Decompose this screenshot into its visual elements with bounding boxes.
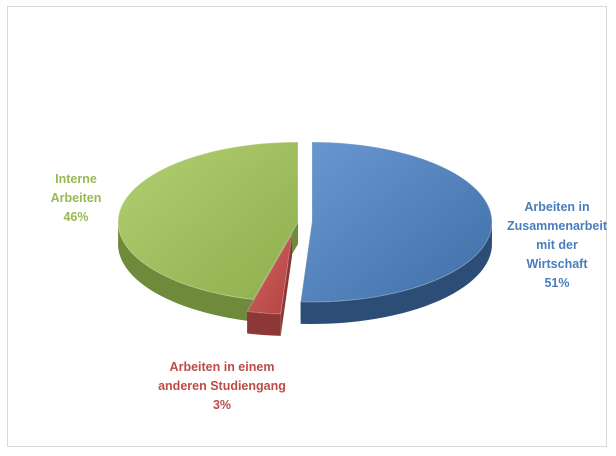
slice-label-wirtschaft: Arbeiten in Zusammenarbeit mit der Wirts… bbox=[498, 198, 616, 293]
label-line: Arbeiten in bbox=[524, 200, 590, 214]
label-percent: 46% bbox=[63, 210, 89, 224]
label-line: Arbeiten bbox=[50, 191, 102, 205]
label-line: Interne bbox=[55, 172, 97, 186]
slice-side-2 bbox=[118, 219, 254, 322]
label-line: Zusammenarbeit bbox=[506, 219, 608, 233]
slice-top-2 bbox=[117, 141, 299, 301]
pie-slice-0 bbox=[300, 141, 493, 324]
label-line: anderen Studiengang bbox=[158, 379, 286, 393]
slice-top-0 bbox=[300, 141, 493, 303]
slice-side-0 bbox=[300, 220, 492, 324]
label-line: Arbeiten in einem bbox=[169, 360, 275, 374]
slice-label-studiengang: Arbeiten in einem anderen Studiengang 3% bbox=[142, 358, 302, 415]
pie-slice-1 bbox=[246, 233, 293, 336]
label-percent: 51% bbox=[544, 276, 570, 290]
slice-top-1 bbox=[246, 233, 293, 315]
slice-label-intern: Interne Arbeiten 46% bbox=[36, 170, 116, 227]
label-percent: 3% bbox=[212, 398, 232, 412]
label-line: Wirtschaft bbox=[526, 257, 588, 271]
chart-area bbox=[7, 6, 607, 447]
label-line: mit der bbox=[536, 238, 578, 252]
